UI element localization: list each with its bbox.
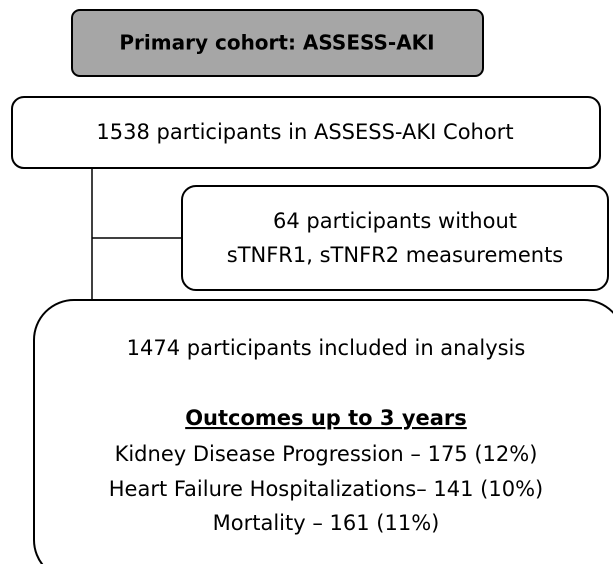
- outcomes-heading: Outcomes up to 3 years: [185, 406, 467, 430]
- exclusion-line: sTNFR1, sTNFR2 measurements: [227, 243, 564, 267]
- title-box: [71, 9, 484, 77]
- exclusion-box: [181, 185, 609, 291]
- outcome-line: Kidney Disease Progression – 175 (12%): [115, 442, 538, 466]
- analysis-box: [33, 299, 613, 568]
- outcome-line: Heart Failure Hospitalizations– 141 (10%…: [109, 477, 543, 501]
- cohort-label: 1538 participants in ASSESS-AKI Cohort: [96, 120, 513, 144]
- cohort-box: [11, 96, 601, 169]
- exclusion-line: 64 participants without: [273, 209, 517, 233]
- outcome-line: Mortality – 161 (11%): [213, 511, 440, 535]
- analysis-label: 1474 participants included in analysis: [127, 336, 526, 360]
- title: Primary cohort: ASSESS-AKI: [119, 31, 434, 55]
